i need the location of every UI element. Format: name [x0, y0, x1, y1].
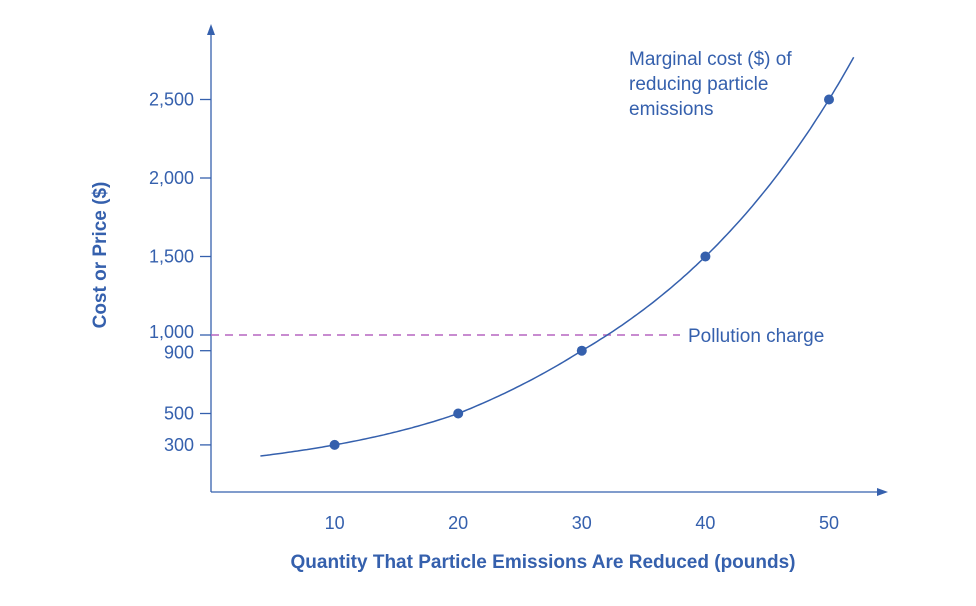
pollution-charge-label: Pollution charge — [688, 326, 824, 347]
x-tick-label: 20 — [448, 513, 468, 533]
data-point — [824, 94, 834, 105]
y-tick-label: 2,500 — [149, 90, 194, 110]
y-tick-label: 500 — [164, 404, 194, 424]
y-tick-label: 1,000 — [149, 322, 194, 342]
data-point — [329, 439, 340, 450]
y-tick-label: 300 — [164, 435, 194, 455]
marginal-cost-label: emissions — [629, 99, 713, 120]
y-tick-label: 2,000 — [149, 168, 194, 188]
marginal-cost-curve — [260, 56, 855, 457]
y-axis-label: Cost or Price ($) — [90, 182, 111, 329]
marginal-cost-label: reducing particle — [629, 74, 768, 95]
x-axis-arrow — [877, 488, 888, 496]
y-tick-label: 1,500 — [149, 247, 194, 267]
x-tick-label: 30 — [572, 513, 592, 533]
y-axis-arrow — [207, 24, 215, 35]
x-tick-label: 40 — [695, 513, 715, 533]
x-tick-label: 50 — [819, 513, 839, 533]
y-tick-label: 900 — [164, 343, 194, 363]
data-point — [700, 251, 711, 262]
marginal-cost-label: Marginal cost ($) of — [629, 49, 792, 70]
x-axis-label: Quantity That Particle Emissions Are Red… — [291, 552, 796, 573]
data-point — [576, 345, 587, 356]
x-tick-label: 10 — [325, 513, 345, 533]
data-point — [453, 408, 464, 419]
